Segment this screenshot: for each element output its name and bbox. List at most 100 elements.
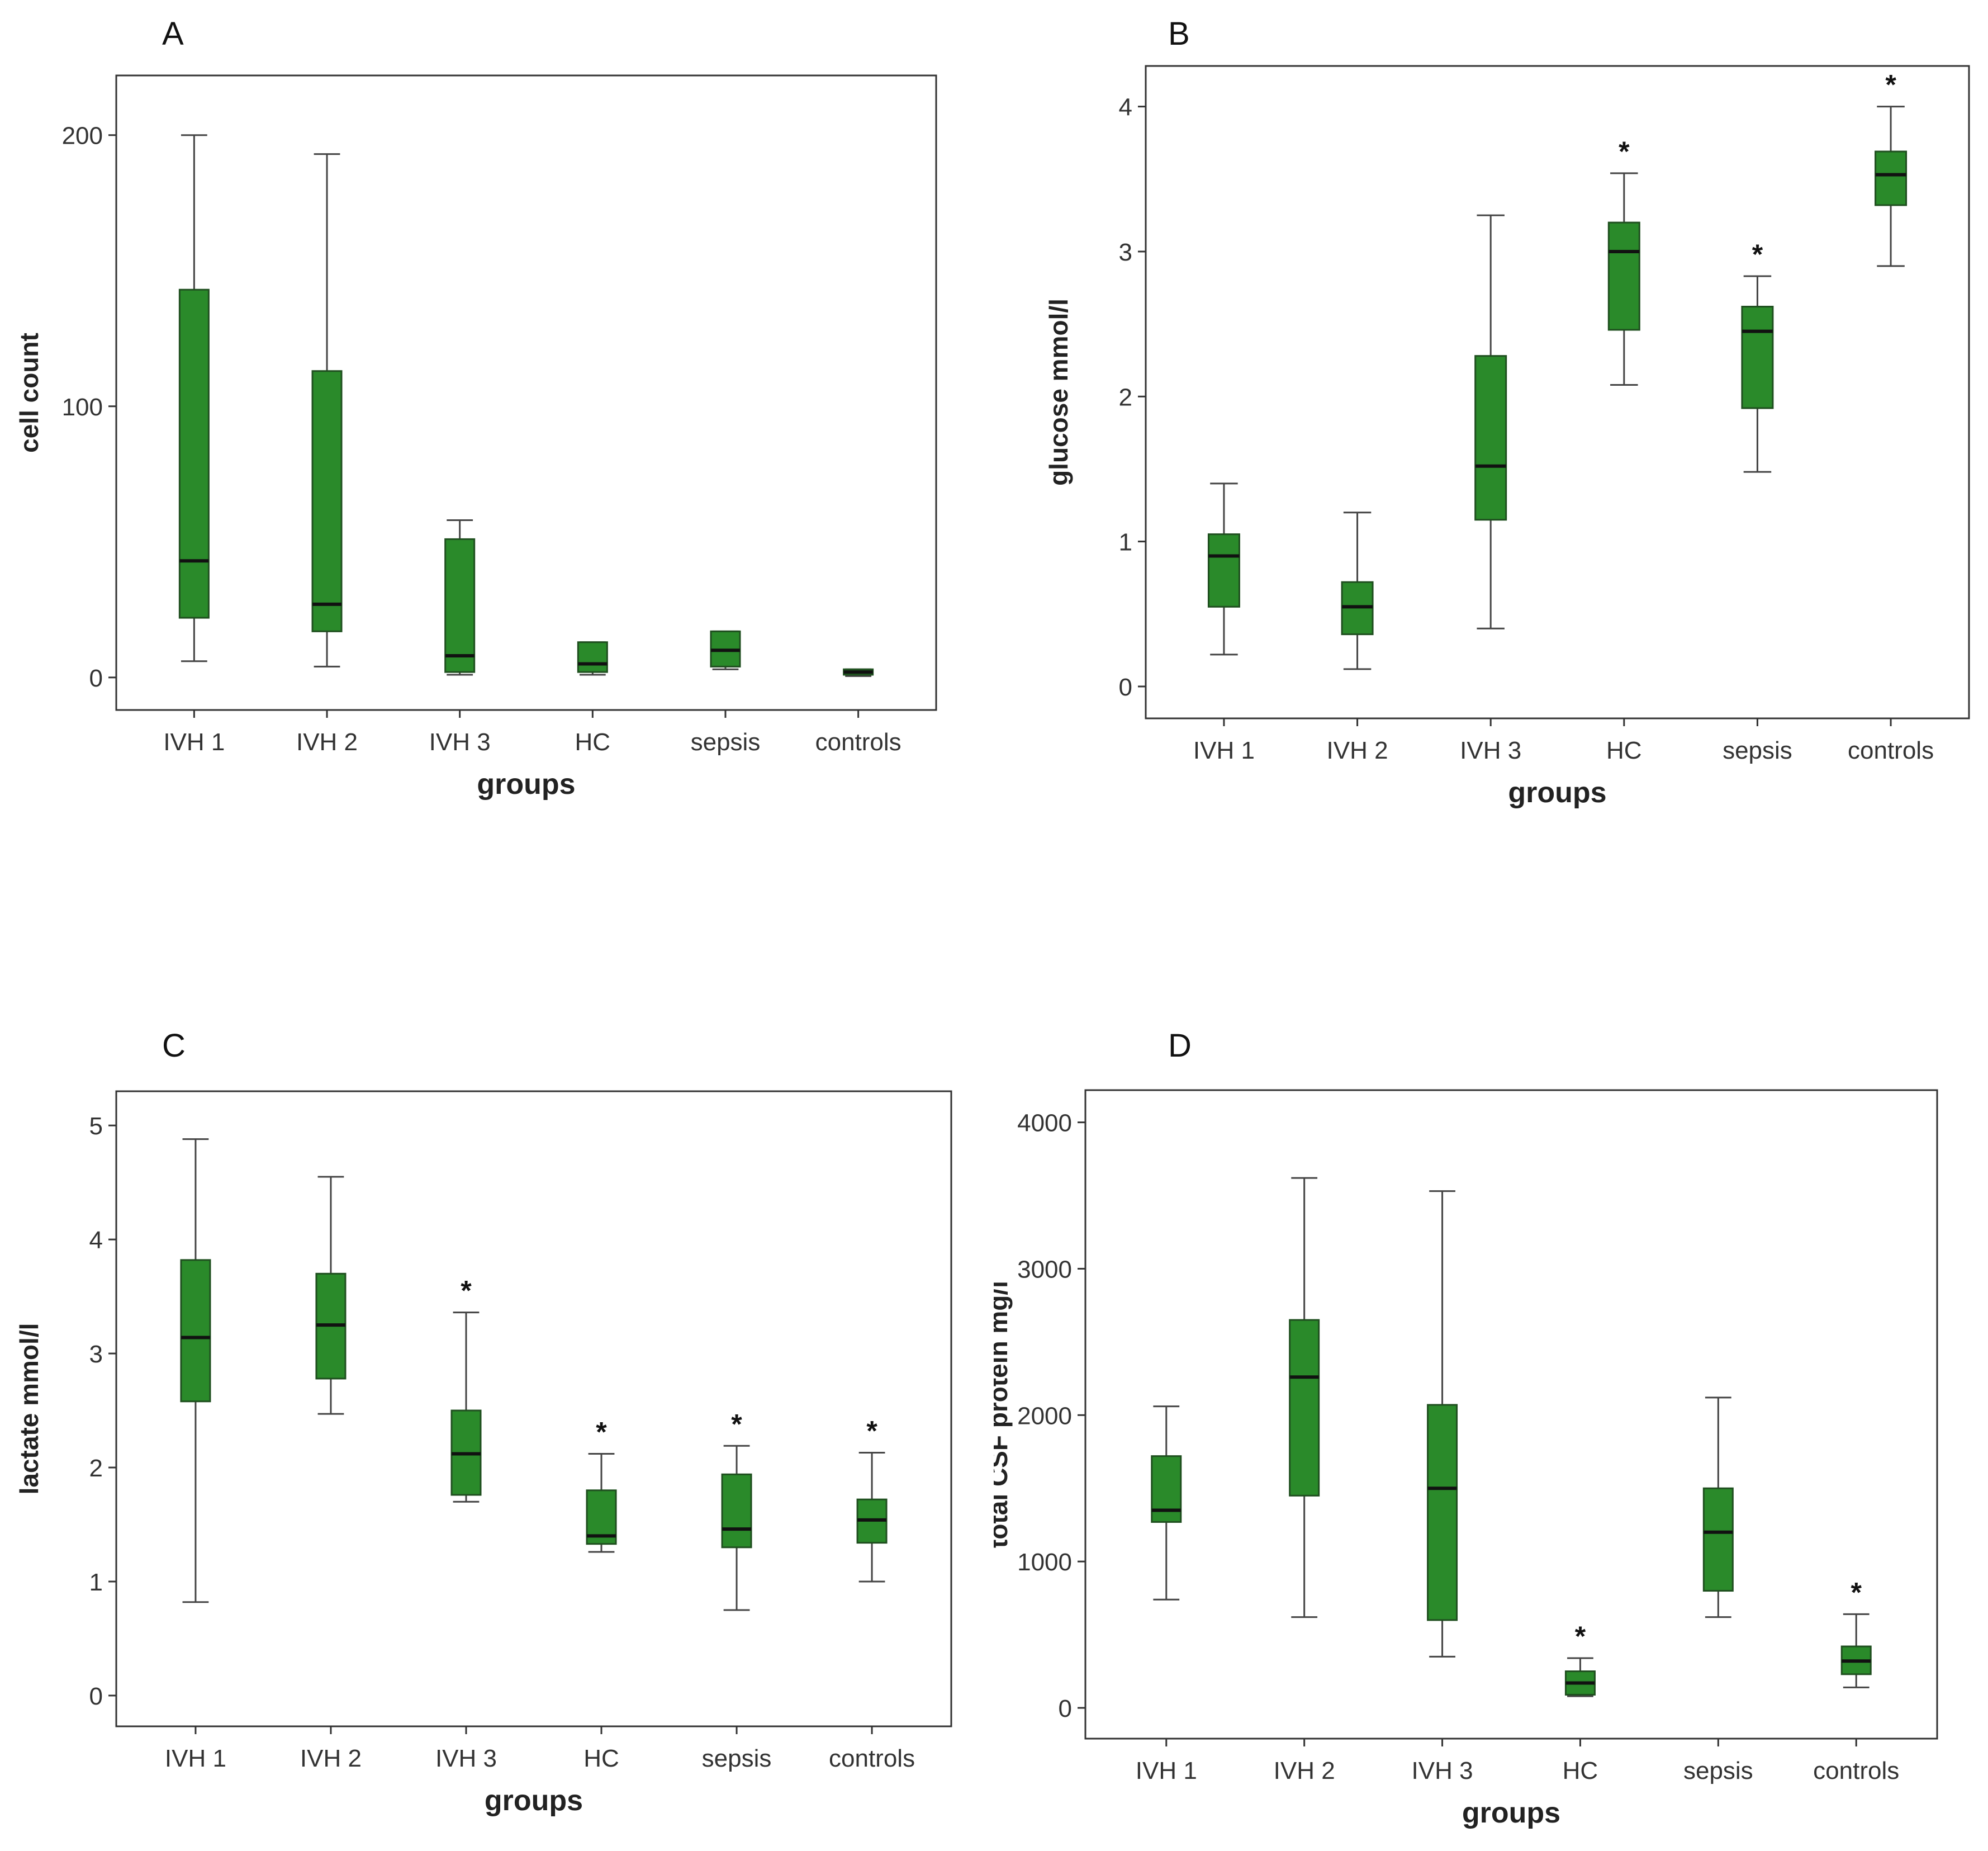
y-tick-label: 0 — [1059, 1695, 1072, 1722]
x-tick-label: controls — [829, 1745, 915, 1772]
box-ivh-1 — [180, 1138, 211, 1603]
y-tick-label: 3000 — [1017, 1256, 1072, 1283]
box-controls: * — [1875, 69, 1908, 267]
iqr-box — [721, 1473, 752, 1549]
panel-label-c: C — [162, 1028, 186, 1064]
x-tick-label: HC — [583, 1745, 619, 1772]
x-tick-label: IVH 1 — [165, 1745, 226, 1772]
y-tick-label: 0 — [1119, 674, 1132, 701]
y-tick-label: 0 — [89, 665, 103, 692]
y-tick-label: 0 — [89, 1683, 103, 1710]
box-controls — [843, 668, 874, 677]
chart-panel-a: 0 100 200 IVH 1 IVH 2 IVH 3 HC sepsis controls gr… — [15, 74, 937, 801]
y-tick-label: 1 — [1119, 529, 1132, 556]
significance-star: * — [1619, 136, 1630, 167]
iqr-box — [1607, 221, 1640, 331]
panel-label-b: B — [1168, 16, 1190, 52]
box-hc: * — [1564, 1621, 1596, 1697]
significance-star: * — [1575, 1621, 1586, 1652]
panel-label-d: D — [1168, 1028, 1192, 1064]
iqr-box — [178, 288, 210, 619]
y-tick-label: 5 — [89, 1113, 103, 1140]
box-hc: * — [1607, 136, 1640, 386]
iqr-box — [1474, 355, 1507, 521]
box-ivh-3: * — [450, 1275, 482, 1503]
x-tick-label: HC — [1563, 1757, 1598, 1784]
box-ivh-3 — [444, 519, 476, 676]
iqr-box — [577, 641, 608, 673]
box-sepsis: * — [721, 1408, 752, 1611]
box-ivh-3 — [1474, 214, 1507, 629]
significance-star: * — [1752, 239, 1763, 270]
box-ivh-2 — [1289, 1177, 1320, 1618]
chart-panel-c: 0 1 2 3 4 5 IVH 1 IVH 2 IVH 3 HC sepsis controls gro… — [15, 1090, 952, 1817]
x-tick-label: IVH 2 — [1327, 737, 1388, 764]
significance-star: * — [866, 1416, 877, 1447]
y-tick-label: 100 — [62, 394, 103, 421]
significance-star: * — [1885, 69, 1896, 101]
iqr-box — [1741, 305, 1774, 409]
y-tick-label: 2 — [1119, 384, 1132, 411]
y-tick-label: 2 — [89, 1455, 103, 1482]
box-ivh-2 — [311, 153, 343, 668]
x-tick-label: sepsis — [691, 728, 761, 756]
x-tick-label: IVH 3 — [429, 728, 491, 756]
box-ivh-1 — [178, 134, 210, 662]
x-tick-label: controls — [815, 728, 902, 756]
y-tick-label: 2000 — [1017, 1402, 1072, 1429]
x-tick-label: sepsis — [702, 1745, 772, 1772]
box-ivh-2 — [315, 1176, 347, 1415]
y-axis-label: total CSF protein mg/l — [994, 1281, 1013, 1548]
iqr-box — [1151, 1455, 1182, 1523]
plot-frame — [115, 1090, 952, 1727]
box-sepsis: * — [1741, 239, 1774, 473]
y-axis-label: glucose mmol/l — [1044, 299, 1073, 486]
x-axis-label: groups — [1508, 777, 1606, 809]
x-tick-label: IVH 3 — [1460, 737, 1521, 764]
x-axis-label: groups — [485, 1784, 583, 1817]
chart-panel-d: 0 1000 2000 3000 4000 IVH 1 IVH 2 IVH 3 HC sepsis… — [994, 1089, 1938, 1829]
box-sepsis — [710, 630, 741, 670]
box-ivh-2 — [1341, 512, 1374, 670]
x-axis-label: groups — [477, 768, 575, 801]
box-ivh-3 — [1427, 1190, 1458, 1658]
box-hc — [577, 641, 608, 676]
iqr-box — [1875, 150, 1908, 206]
x-tick-label: IVH 2 — [296, 728, 358, 756]
iqr-box — [311, 370, 343, 632]
y-tick-label: 4 — [1119, 94, 1132, 121]
significance-star: * — [1851, 1577, 1862, 1608]
y-tick-label: 200 — [62, 122, 103, 150]
x-tick-label: IVH 1 — [1193, 737, 1255, 764]
y-tick-label: 3 — [89, 1341, 103, 1368]
x-tick-label: IVH 3 — [435, 1745, 497, 1772]
y-axis-label: lactate mmol/l — [15, 1323, 44, 1495]
box-ivh-1 — [1207, 482, 1240, 656]
x-tick-label: IVH 2 — [1274, 1757, 1335, 1784]
x-tick-label: controls — [1848, 737, 1934, 764]
panel-label-a: A — [162, 16, 184, 52]
y-axis-label: cell count — [15, 333, 44, 453]
x-tick-label: sepsis — [1683, 1757, 1753, 1784]
y-tick-label: 4000 — [1017, 1110, 1072, 1137]
iqr-box — [180, 1259, 211, 1403]
plot-frame — [1145, 65, 1970, 719]
x-tick-label: IVH 1 — [163, 728, 225, 756]
x-tick-label: IVH 3 — [1412, 1757, 1473, 1784]
x-tick-label: IVH 1 — [1136, 1757, 1197, 1784]
iqr-box — [1289, 1319, 1320, 1497]
box-controls: * — [856, 1416, 888, 1583]
significance-star: * — [596, 1417, 607, 1448]
iqr-box — [1427, 1404, 1458, 1621]
x-axis-label: groups — [1462, 1797, 1560, 1829]
x-tick-label: HC — [575, 728, 611, 756]
y-tick-label: 1000 — [1017, 1549, 1072, 1576]
box-controls: * — [1840, 1577, 1872, 1688]
box-hc: * — [586, 1417, 617, 1553]
plot-frame — [1084, 1089, 1938, 1740]
x-tick-label: HC — [1606, 737, 1642, 764]
chart-panel-b: 0 1 2 3 4 IVH 1 IVH 2 IVH 3 HC sepsis controls grou… — [1044, 65, 1970, 809]
significance-star: * — [461, 1275, 472, 1306]
iqr-box — [1207, 533, 1240, 608]
